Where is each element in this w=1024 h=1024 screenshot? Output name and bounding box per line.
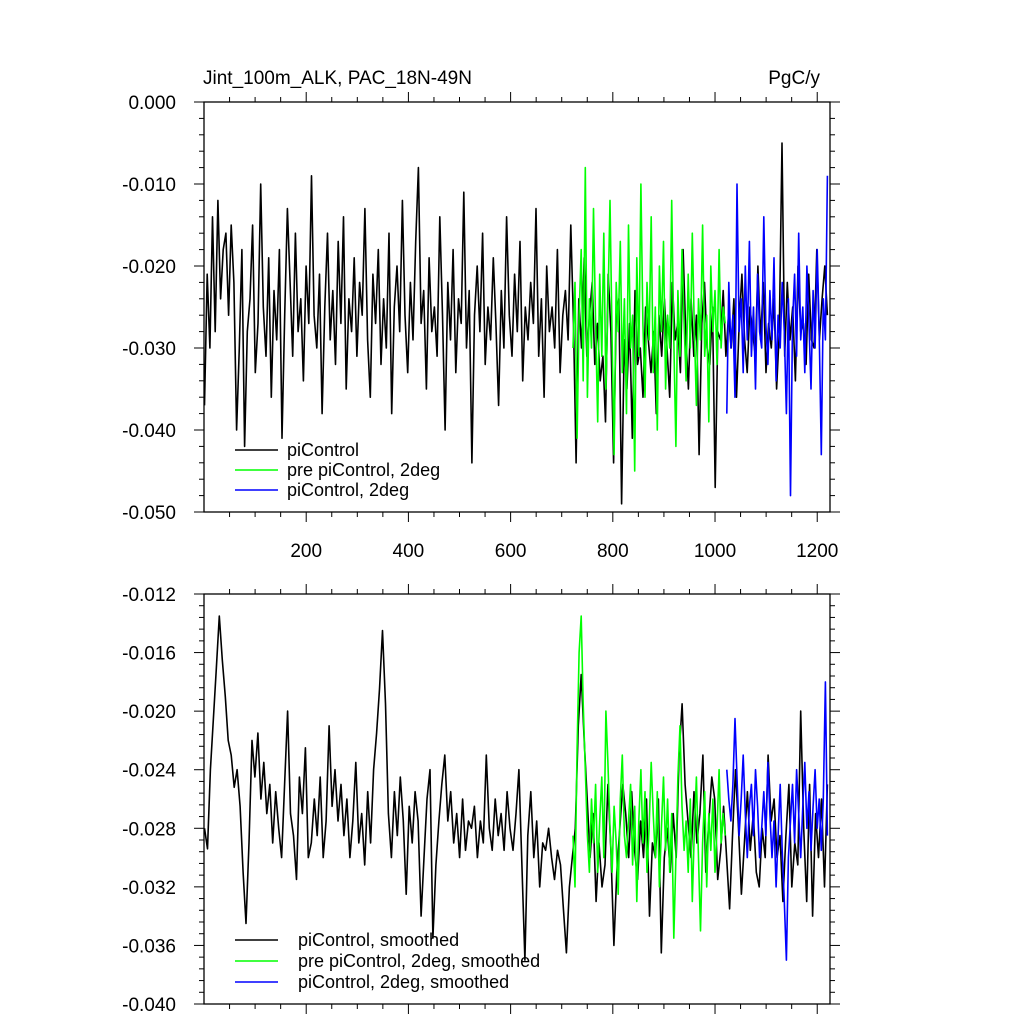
top-x-tick-label: 600 [495, 541, 527, 562]
top-legend-label-2: pre piControl, 2deg [287, 460, 440, 480]
top-y-tick-label: -0.020 [122, 257, 176, 278]
bottom-axes: -0.012 -0.016 -0.020 -0.024 -0.028 -0.032 -0.0… [122, 584, 840, 1016]
bottom-panel: -0.012 -0.016 -0.020 -0.024 -0.028 -0.032 -0.0… [122, 584, 840, 1016]
top-y-tick-label: -0.050 [122, 503, 176, 524]
top-x-tick-label: 800 [597, 541, 629, 562]
bottom-series-line-1 [203, 615, 829, 961]
bottom-series-group [203, 615, 829, 961]
top-series-line-3 [726, 175, 829, 497]
bottom-y-tick-label: -0.028 [122, 819, 176, 840]
top-legend-label-1: piControl [287, 440, 359, 460]
bottom-y-tick-label: -0.024 [122, 761, 176, 782]
bottom-series-line-2 [572, 615, 726, 939]
bottom-y-tick-label: -0.016 [122, 644, 176, 665]
top-y-tick-label: 0.000 [128, 93, 176, 114]
top-series-group [203, 142, 829, 505]
top-axes: 200 400 600 800 1000 1200 0.000 -0.010 -0.020 -0.… [122, 92, 840, 562]
bottom-y-tick-label: -0.020 [122, 702, 176, 723]
top-y-tick-label: -0.040 [122, 421, 176, 442]
bottom-legend-label-1: piControl, smoothed [298, 930, 459, 950]
top-series-line-2 [572, 166, 726, 472]
bottom-series-line-3 [726, 681, 829, 961]
bottom-legend-label-2: pre piControl, 2deg, smoothed [298, 951, 540, 971]
bottom-y-tick-label: -0.036 [122, 936, 176, 957]
top-legend-label-3: piControl, 2deg [287, 480, 409, 500]
bottom-plot-frame [203, 593, 831, 1005]
top-x-tick-label: 1000 [694, 541, 736, 562]
top-x-tick-label: 400 [393, 541, 425, 562]
top-y-tick-label: -0.010 [122, 175, 176, 196]
top-x-tick-label: 200 [290, 541, 322, 562]
bottom-y-tick-label: -0.040 [122, 995, 176, 1016]
top-panel-title: Jint_100m_ALK, PAC_18N-49N [203, 68, 472, 89]
top-x-tick-label: 1200 [796, 541, 838, 562]
bottom-y-tick-label: -0.012 [122, 585, 176, 606]
bottom-legend-label-3: piControl, 2deg, smoothed [298, 972, 509, 992]
top-panel-units: PgC/y [768, 68, 820, 89]
bottom-y-tick-label: -0.032 [122, 878, 176, 899]
top-y-tick-label: -0.030 [122, 339, 176, 360]
top-plot-frame [203, 101, 831, 513]
top-series-line-1 [203, 142, 829, 505]
top-panel: Jint_100m_ALK, PAC_18N-49N PgC/y 200 400 6… [122, 68, 840, 562]
